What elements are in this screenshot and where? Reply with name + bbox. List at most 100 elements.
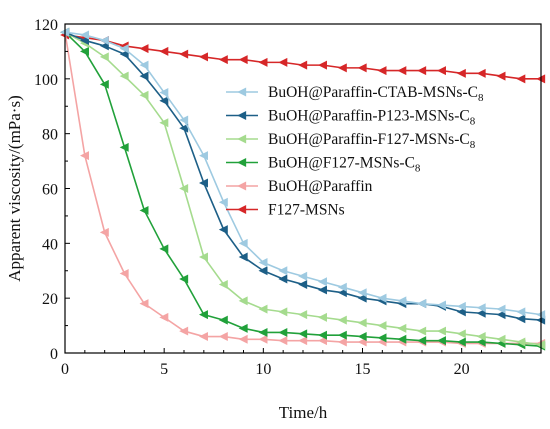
data-point — [516, 337, 526, 347]
data-point — [357, 63, 367, 73]
data-point — [476, 308, 486, 318]
legend-item: BuOH@F127-MSNs-C8 — [226, 155, 421, 175]
series-line — [64, 31, 542, 316]
data-point — [218, 315, 228, 325]
data-point — [476, 68, 486, 78]
legend-item: BuOH@Paraffin-CTAB-MSNs-C8 — [226, 84, 484, 104]
data-point — [258, 266, 268, 276]
data-point — [199, 178, 208, 188]
data-point — [258, 304, 268, 314]
data-point — [456, 337, 466, 347]
data-point — [139, 205, 149, 215]
legend-swatch-marker — [237, 158, 247, 167]
data-point — [119, 269, 129, 278]
data-point — [179, 115, 189, 125]
data-point — [278, 327, 288, 337]
data-point — [357, 318, 367, 328]
data-point — [278, 57, 288, 67]
data-point — [218, 279, 228, 289]
data-point — [298, 310, 308, 320]
data-point — [318, 277, 327, 287]
series-buoh-paraffin-ctab-msns-c — [60, 27, 546, 320]
data-point — [80, 151, 89, 161]
legend-label-text: BuOH@Paraffin-F127-MSNs-C — [268, 131, 470, 148]
data-point — [397, 323, 407, 333]
legend-swatch-marker — [237, 134, 247, 144]
data-point — [337, 337, 347, 347]
data-point — [298, 279, 308, 289]
data-point — [119, 49, 129, 59]
data-point — [238, 252, 248, 262]
data-point — [337, 330, 347, 340]
data-point — [397, 334, 407, 344]
data-point — [159, 88, 169, 98]
legend-label: BuOH@Paraffin — [268, 178, 373, 195]
x-tick-label: 0 — [61, 361, 69, 378]
data-point — [199, 151, 208, 161]
y-axis-title: Apparent viscosity/(mPa·s) — [5, 95, 24, 282]
y-tick-label: 120 — [34, 17, 58, 34]
data-point — [496, 334, 506, 344]
legend-label-text: BuOH@F127-MSNs-C — [268, 155, 415, 172]
data-point — [496, 71, 506, 81]
data-point — [357, 288, 367, 298]
data-point — [357, 293, 367, 303]
data-point — [496, 310, 506, 320]
data-point — [417, 326, 427, 336]
data-point — [298, 329, 308, 339]
data-point — [238, 323, 248, 333]
data-point — [139, 90, 149, 100]
data-point — [99, 79, 109, 89]
data-point — [258, 334, 268, 344]
data-point — [238, 334, 248, 344]
legend-label: BuOH@Paraffin-F127-MSNs-C8 — [268, 131, 476, 151]
data-point — [238, 238, 248, 248]
data-point — [159, 96, 169, 106]
data-point — [357, 332, 367, 342]
data-point — [337, 282, 347, 292]
data-point — [159, 46, 169, 56]
data-point — [258, 57, 268, 67]
data-point — [476, 337, 486, 347]
data-point — [258, 258, 268, 268]
y-tick-label: 80 — [42, 127, 58, 144]
data-point — [80, 30, 89, 40]
axes: 0 5 10 15 20 0 20 40 60 80 100 120 — [34, 17, 542, 378]
legend-item: F127-MSNs — [226, 202, 345, 219]
data-point — [278, 336, 288, 346]
data-point — [199, 52, 208, 62]
x-axis-title: Time/h — [279, 403, 328, 422]
data-point — [179, 274, 189, 284]
legend-label: F127-MSNs — [268, 202, 345, 219]
data-point — [337, 315, 347, 325]
x-tick-label: 10 — [255, 361, 271, 378]
data-point — [318, 60, 327, 70]
data-point — [278, 266, 288, 276]
data-point — [298, 336, 308, 346]
data-point — [456, 329, 466, 339]
data-point — [159, 118, 169, 128]
data-point — [159, 312, 169, 322]
data-point — [218, 197, 228, 207]
data-point — [80, 35, 89, 45]
data-point — [278, 307, 288, 317]
series-line — [64, 34, 541, 80]
data-point — [258, 327, 268, 337]
legend-swatch-marker — [237, 205, 247, 214]
data-point — [218, 332, 228, 342]
data-point — [476, 332, 486, 342]
data-point — [218, 55, 228, 65]
data-point — [437, 66, 446, 76]
legend-item: BuOH@Paraffin-P123-MSNs-C8 — [226, 108, 476, 128]
y-tick-label: 0 — [50, 346, 58, 363]
data-point — [218, 225, 228, 235]
legend-label-subscript: 8 — [478, 92, 484, 104]
data-point — [377, 293, 387, 303]
data-point — [139, 71, 149, 81]
data-point — [377, 321, 387, 331]
data-point — [99, 52, 109, 62]
data-point — [337, 288, 347, 298]
data-point — [496, 304, 506, 314]
data-point — [397, 66, 407, 76]
